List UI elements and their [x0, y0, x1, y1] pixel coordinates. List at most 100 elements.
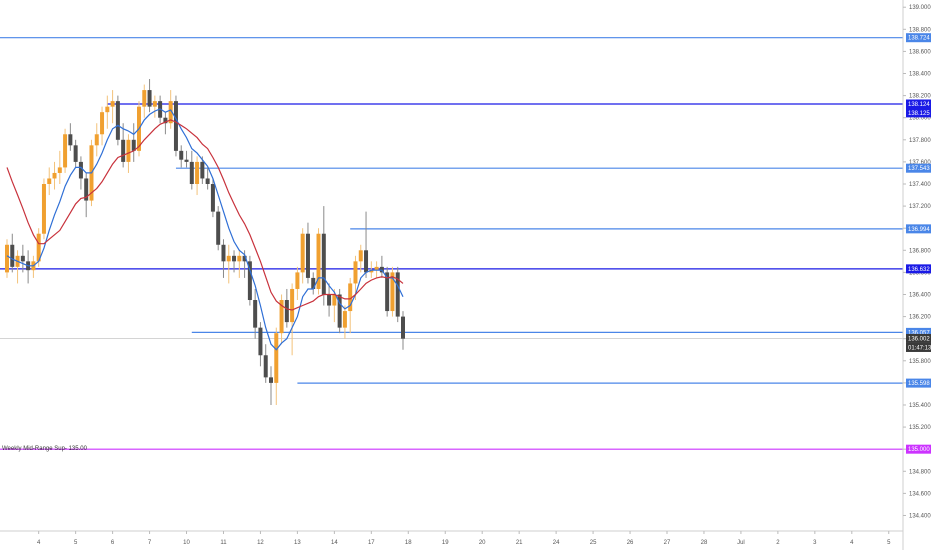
level-price-tag-bg — [906, 444, 931, 454]
time-tick-label: 17 — [368, 540, 375, 546]
candle-body — [216, 211, 221, 245]
candle-body — [105, 106, 110, 113]
candle-body — [342, 311, 347, 328]
candle-body — [126, 139, 131, 162]
time-tick-label: 5 — [74, 540, 78, 546]
current-price-tag: 136.002 — [908, 336, 930, 342]
level-price-tag: 137.543 — [908, 166, 930, 172]
price-tick-label: 135.400 — [909, 403, 931, 409]
candle-body — [84, 178, 89, 201]
level-price-tag-bg — [906, 264, 931, 274]
price-tick-label: 137.600 — [909, 160, 931, 166]
level-price-tag: 138.124 — [908, 102, 930, 108]
level-price-tag: 136.632 — [908, 267, 930, 273]
candle-body — [10, 244, 15, 267]
candle-body — [284, 300, 289, 323]
candle-body — [274, 333, 279, 383]
price-tick-label: 134.400 — [909, 513, 931, 519]
price-tick-label: 137.200 — [909, 204, 931, 210]
level-price-tag: 135.000 — [908, 447, 930, 453]
candle-body — [237, 255, 242, 262]
moving-average-line-1 — [6, 108, 404, 351]
time-tick-label: 10 — [183, 540, 190, 546]
time-tick-label: 20 — [479, 540, 486, 546]
time-tick-label: 4 — [850, 540, 854, 546]
time-tick-label: Jul — [737, 540, 745, 546]
candle-body — [242, 255, 247, 262]
candle-body — [36, 233, 41, 262]
price-tick-label: 136.200 — [909, 315, 931, 321]
candle-body — [258, 327, 263, 356]
candle-body — [348, 283, 353, 312]
price-tick-label: 138.400 — [909, 72, 931, 78]
candle-body — [316, 233, 321, 289]
time-tick-label: 18 — [405, 540, 412, 546]
level-price-tag: 136.057 — [908, 330, 930, 336]
time-tick-label: 21 — [516, 540, 523, 546]
price-tick-label: 134.800 — [909, 469, 931, 475]
time-tick-label: 19 — [442, 540, 449, 546]
candle-body — [200, 161, 205, 179]
time-tick-label: 3 — [813, 540, 817, 546]
time-tick-label: 13 — [294, 540, 301, 546]
candle-body — [305, 233, 310, 278]
candle-body — [179, 150, 184, 160]
price-tick-label: 138.000 — [909, 116, 931, 122]
price-tick-label: 135.800 — [909, 359, 931, 365]
candle-body — [221, 244, 226, 262]
time-tick-label: 24 — [553, 540, 560, 546]
candle-body — [152, 101, 157, 107]
candle-body — [332, 294, 337, 306]
candle-body — [131, 139, 136, 151]
candle-body — [63, 134, 68, 168]
time-tick-label: 27 — [664, 540, 671, 546]
candle-body — [253, 300, 258, 328]
candle-body — [263, 355, 268, 378]
moving-average-line-2 — [6, 119, 404, 311]
time-tick-label: 26 — [627, 540, 634, 546]
level-price-tag-bg — [906, 108, 931, 118]
time-axis[interactable]: 4 5 6 7 10 11 12 13 14 17 18 19 20 21 24 25 26 27 28 Jul 2 3 4… — [37, 531, 891, 546]
level-price-tag: 136.994 — [908, 227, 930, 233]
candle-body — [279, 300, 284, 334]
price-tick-label: 138.600 — [909, 49, 931, 55]
moving-averages — [6, 108, 404, 351]
time-tick-label: 12 — [257, 540, 264, 546]
horizontal-levels[interactable] — [0, 37, 903, 450]
candle-body — [369, 270, 374, 273]
candle-body — [163, 117, 168, 124]
price-tick-label: 135.200 — [909, 425, 931, 431]
candle-body — [232, 255, 237, 262]
candles — [5, 79, 405, 405]
candle-body — [300, 233, 305, 273]
candle-body — [358, 250, 363, 262]
candle-body — [100, 112, 105, 135]
candle-body — [115, 101, 120, 140]
time-tick-label: 2 — [776, 540, 780, 546]
price-tick-label: 134.600 — [909, 491, 931, 497]
candle-body — [385, 272, 390, 312]
candle-body — [269, 377, 273, 383]
level-price-tag-bg — [906, 327, 931, 337]
level-price-tag-bg — [906, 163, 931, 173]
candle-body — [110, 101, 115, 107]
price-tick-label: 136.600 — [909, 270, 931, 276]
price-tick-label: 139.000 — [909, 5, 931, 11]
level-price-tag-bg — [906, 224, 931, 234]
candle-body — [226, 255, 231, 262]
candle-body — [195, 161, 200, 184]
time-tick-label: 14 — [331, 540, 338, 546]
time-tick-label: 28 — [701, 540, 708, 546]
candle-body — [401, 316, 405, 339]
candle-body — [47, 178, 52, 184]
candle-body — [147, 90, 152, 107]
candle-body — [374, 266, 379, 271]
price-tick-label: 138.200 — [909, 94, 931, 100]
candle-body — [68, 134, 73, 146]
candle-body — [395, 272, 400, 317]
level-price-tag-bg — [906, 33, 931, 43]
time-tick-label: 25 — [590, 540, 597, 546]
